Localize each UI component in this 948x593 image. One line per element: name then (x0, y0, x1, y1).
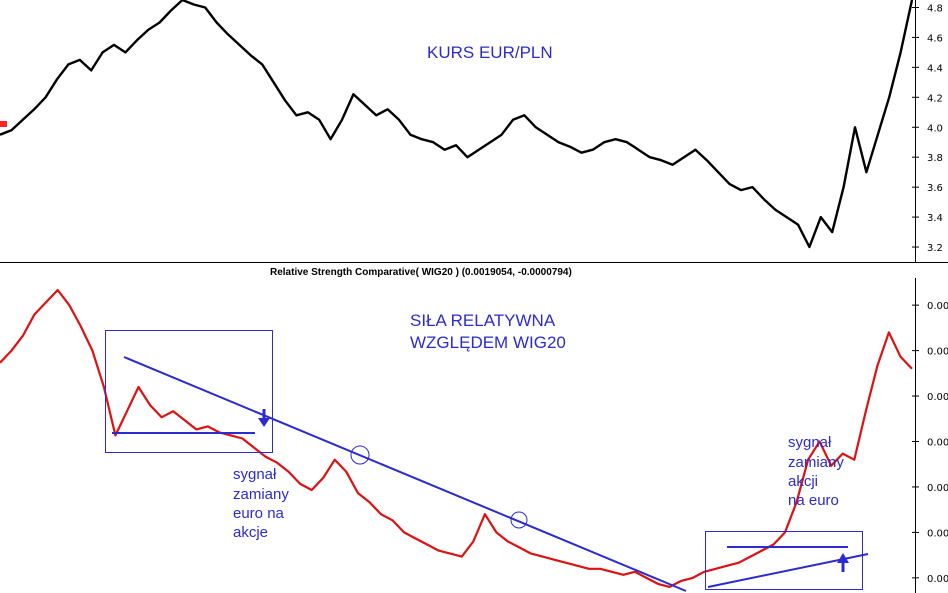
y-tick-label: 3.6 (927, 183, 943, 194)
annotation-graphics (105, 330, 869, 592)
y-tick-label: 0.00 (927, 347, 948, 358)
left-edge-marker (0, 121, 7, 127)
y-tick-label: 3.2 (927, 243, 943, 254)
rsc-series-line (0, 288, 913, 589)
y-tick-label: 4.6 (927, 33, 943, 44)
top-y-ticks: 4.8 4.6 4.4 4.2 4.0 3.8 3.6 3.4 3.2 (912, 3, 943, 254)
y-tick-label: 0.00 (927, 392, 948, 403)
y-tick-label: 4.2 (927, 93, 943, 104)
bottom-chart-subtitle: Relative Strength Comparative( WIG20 ) (… (270, 267, 572, 278)
bottom-title-line-2: WZGLĘDEM WIG20 (410, 333, 566, 352)
y-tick-label: 0.00 (927, 301, 948, 312)
signal-down-text: sygnał zamiany euro na akcje (233, 466, 293, 541)
touch-circle-2 (510, 511, 528, 529)
touch-circle-1 (350, 445, 370, 465)
y-tick-label: 0.00 (927, 483, 948, 494)
signal-box-right (705, 531, 863, 590)
y-tick-label: 0.00 (927, 528, 948, 539)
downtrend-line (123, 356, 687, 592)
signal-box-left (105, 330, 273, 453)
y-tick-label: 4.4 (927, 63, 943, 74)
signal-arrow-up (837, 553, 849, 572)
bottom-title-line-1: SIŁA RELATYWNA (410, 311, 556, 330)
eurpln-series-line (0, 0, 914, 249)
y-tick-label: 3.4 (927, 213, 943, 224)
y-tick-label: 4.0 (927, 123, 943, 134)
top-chart-title: KURS EUR/PLN (427, 43, 553, 62)
y-tick-label: 0.00 (927, 438, 948, 449)
y-tick-label: 0.00 (927, 574, 948, 585)
y-tick-label: 3.8 (927, 153, 943, 164)
signal-up-text: sygnał zamiany akcji na euro (788, 434, 848, 509)
signal-arrow-down (258, 409, 270, 427)
y-tick-label: 4.8 (927, 3, 943, 14)
bottom-chart-title: SIŁA RELATYWNA WZGLĘDEM WIG20 (410, 311, 566, 352)
bottom-y-ticks: 0.00 0.00 0.00 0.00 0.00 0.00 0.00 (912, 301, 948, 585)
